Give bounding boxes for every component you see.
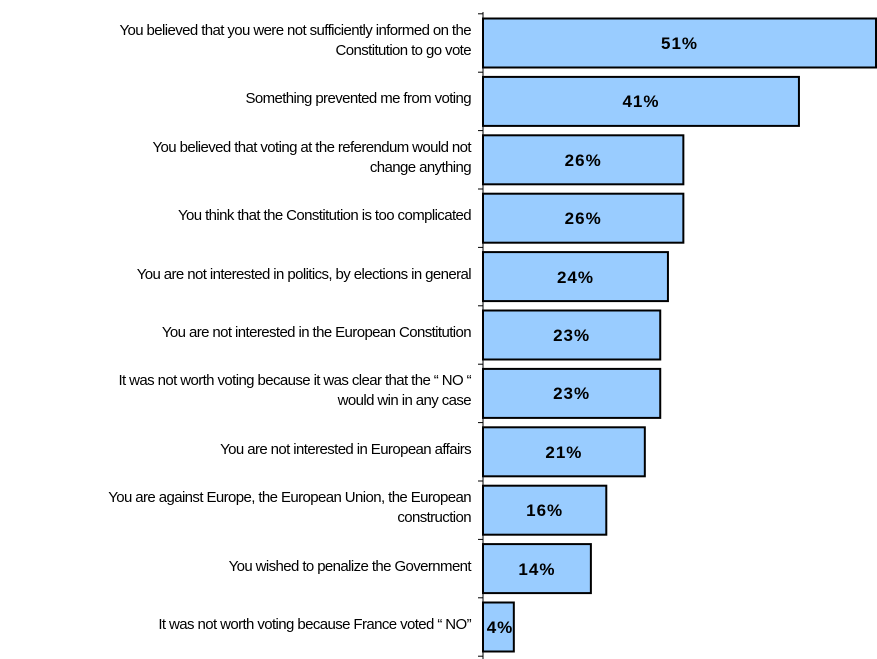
bar-value-label: 4%: [486, 618, 514, 637]
bar-value-label: 24%: [556, 267, 594, 287]
bar-value-label: 16%: [526, 501, 564, 521]
bar: [482, 75, 800, 127]
bar: [482, 426, 646, 478]
category-label: Something prevented me from voting: [245, 90, 471, 108]
category-label: You think that the Constitution is too c…: [178, 207, 472, 225]
category-label: You are not interested in politics, by e…: [136, 265, 472, 283]
bar: [482, 134, 685, 186]
category-label: You are not interested in the European C…: [161, 324, 472, 341]
category-label: You wished to penalize the Government: [228, 557, 472, 575]
category-label: You are not interested in European affai…: [220, 440, 471, 458]
bar-value-label: 23%: [553, 326, 591, 345]
category-label: You are against Europe, the European Uni…: [108, 489, 471, 527]
bar: [482, 17, 877, 69]
category-label: You believed that voting at the referend…: [152, 138, 472, 176]
bar: [482, 251, 669, 303]
bar: [482, 543, 592, 595]
category-label: You believed that you were not sufficien…: [119, 22, 471, 59]
category-label: It was not worth voting because France v…: [158, 616, 471, 633]
bar-value-label: 51%: [660, 34, 699, 53]
bar: [482, 309, 662, 361]
bar-value-label: 23%: [553, 384, 591, 404]
bar: [482, 192, 685, 244]
bar-value-label: 21%: [545, 442, 583, 462]
bar-value-label: 26%: [564, 150, 602, 170]
bar-value-label: 14%: [518, 559, 556, 579]
bar-value-label: 41%: [622, 92, 660, 112]
bar: [482, 367, 662, 419]
bar: [482, 484, 608, 536]
category-label: It was not worth voting because it was c…: [118, 372, 471, 410]
bar: [482, 601, 515, 653]
bar-value-label: 26%: [564, 209, 602, 229]
